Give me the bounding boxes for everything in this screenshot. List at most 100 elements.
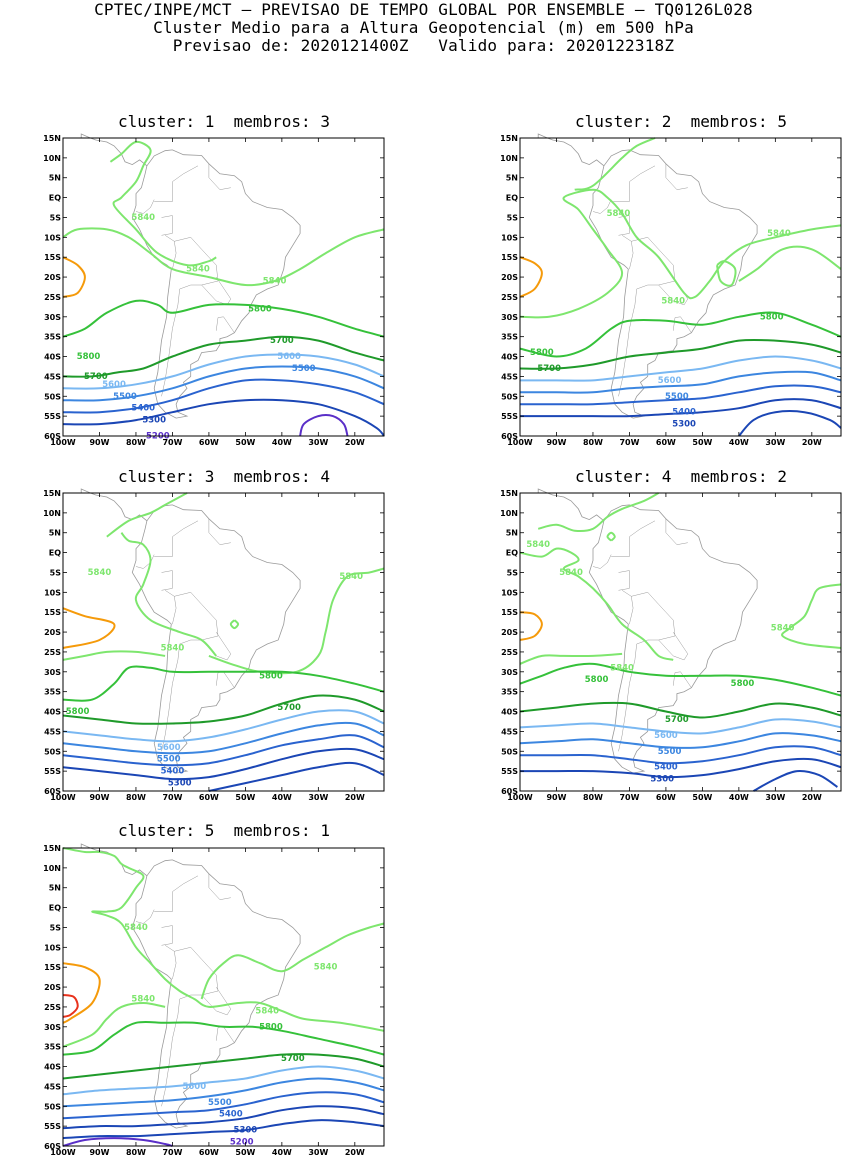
country-border — [154, 875, 199, 912]
contour-5840 — [106, 492, 188, 538]
lon-tick-label: 40W — [729, 793, 749, 802]
lon-tick-label: 50W — [235, 1148, 255, 1157]
land-outline — [537, 488, 758, 774]
contour-label: 5300 — [672, 420, 696, 430]
lat-tick-label: 5N — [506, 529, 518, 538]
lat-tick-label: 15N — [500, 489, 518, 498]
lon-tick-label: 40W — [272, 438, 292, 447]
lon-tick-label: 70W — [619, 793, 639, 802]
contour-5900 — [62, 256, 86, 298]
lat-tick-label: 5N — [49, 174, 61, 183]
contour-5800 — [62, 299, 385, 338]
contour-5840 — [120, 532, 217, 657]
contour-label: 5300 — [234, 1126, 258, 1136]
lat-tick-label: EQ — [49, 904, 61, 913]
country-border — [215, 316, 235, 333]
country-border — [621, 235, 634, 270]
country-border — [161, 643, 180, 752]
lat-tick-label: 10N — [43, 864, 61, 873]
panel-title-5: cluster: 5 membros: 1 — [118, 821, 330, 840]
central-america-coastline — [80, 133, 148, 167]
contour-label: 5800 — [66, 707, 90, 717]
country-border — [631, 237, 676, 290]
contour-label: 5800 — [77, 352, 101, 362]
lat-tick-label: 55S — [44, 412, 61, 421]
lat-tick-label: EQ — [49, 549, 61, 558]
lat-tick-label: 15S — [501, 608, 518, 617]
lon-tick-label: 70W — [162, 438, 182, 447]
contour-5800 — [519, 662, 842, 697]
lon-tick-label: 100W — [50, 793, 76, 802]
contour-5700 — [519, 338, 842, 370]
country-border — [164, 590, 177, 625]
lon-tick-label: 30W — [308, 793, 328, 802]
contour-5600 — [62, 353, 385, 390]
contour-5400 — [62, 1091, 385, 1120]
contour-label: 5840 — [314, 963, 338, 973]
contour-5400 — [62, 734, 385, 767]
lat-tick-label: 5S — [50, 568, 62, 577]
header-line-2: Cluster Medio para a Altura Geopotencial… — [153, 18, 694, 37]
country-border — [665, 518, 688, 545]
country-border — [161, 288, 180, 397]
lat-tick-label: EQ — [506, 549, 518, 558]
lat-tick-label: 20S — [501, 273, 518, 282]
lon-tick-label: 100W — [50, 1148, 76, 1157]
lat-tick-label: 25S — [501, 293, 518, 302]
contour-label: 5840 — [186, 265, 210, 275]
contour-label: 5840 — [88, 568, 112, 578]
lat-tick-label: 10S — [501, 233, 518, 242]
lat-tick-label: 15N — [500, 134, 518, 143]
contour-5300 — [208, 761, 385, 792]
lat-tick-label: 55S — [501, 767, 518, 776]
south-america-coastline — [131, 859, 301, 1129]
country-border — [174, 237, 219, 290]
lon-tick-label: 30W — [308, 1148, 328, 1157]
contour-label: 5300 — [142, 416, 166, 426]
contour-label: 5500 — [157, 755, 181, 765]
contour-5500 — [62, 1077, 385, 1108]
contour-labels: 5840 5840 5840 5800 5800 5700 5600 5500 5400 5300 — [66, 568, 363, 789]
contour-label: 5200 — [230, 1138, 254, 1148]
lon-tick-label: 90W — [89, 793, 109, 802]
lat-tick-label: 10N — [500, 509, 518, 518]
contour-5200 — [299, 414, 349, 437]
axis-ticks: 15N10N5NEQ5S10S15S20S25S30S35S40S45S50S5… — [43, 134, 384, 447]
contour-5500 — [520, 370, 842, 394]
lon-tick-label: 30W — [765, 793, 785, 802]
axis-ticks: 15N10N5NEQ5S10S15S20S25S30S35S40S45S50S5… — [500, 134, 841, 447]
country-border — [154, 520, 199, 557]
lat-tick-label: 30S — [44, 313, 61, 322]
lat-tick-label: 30S — [501, 668, 518, 677]
panel-title-1: cluster: 1 membros: 3 — [118, 112, 330, 131]
contour-label: 5840 — [161, 643, 185, 653]
contour-5950 — [62, 994, 79, 1018]
contour-label: 5840 — [255, 1006, 279, 1016]
lat-tick-label: 10N — [43, 509, 61, 518]
country-border — [618, 288, 637, 397]
contour-5300 — [62, 1119, 385, 1140]
lat-tick-label: 55S — [501, 412, 518, 421]
country-border — [618, 643, 637, 752]
contour-lines — [519, 137, 842, 437]
lat-tick-label: 20S — [501, 628, 518, 637]
lon-tick-label: 90W — [89, 438, 109, 447]
contour-5840 — [738, 245, 842, 282]
lon-tick-label: 60W — [656, 438, 676, 447]
contour-5840 — [208, 567, 385, 675]
contour-5400 — [520, 384, 842, 406]
lat-tick-label: 10S — [44, 943, 61, 952]
contour-lines — [62, 140, 385, 437]
central-america-coastline — [537, 133, 605, 167]
country-border — [161, 998, 180, 1107]
contour-labels: 5840 5840 5840 5800 5800 5700 5600 5500 5400 5300 — [530, 209, 791, 430]
lon-tick-label: 80W — [126, 793, 146, 802]
lon-tick-label: 20W — [345, 438, 365, 447]
lat-tick-label: 40S — [44, 353, 61, 362]
contour-5700 — [519, 701, 842, 719]
lat-tick-label: 45S — [44, 372, 61, 381]
contour-label: 5600 — [277, 352, 301, 362]
lon-tick-label: 20W — [345, 1148, 365, 1157]
contour-label: 5800 — [760, 312, 784, 322]
